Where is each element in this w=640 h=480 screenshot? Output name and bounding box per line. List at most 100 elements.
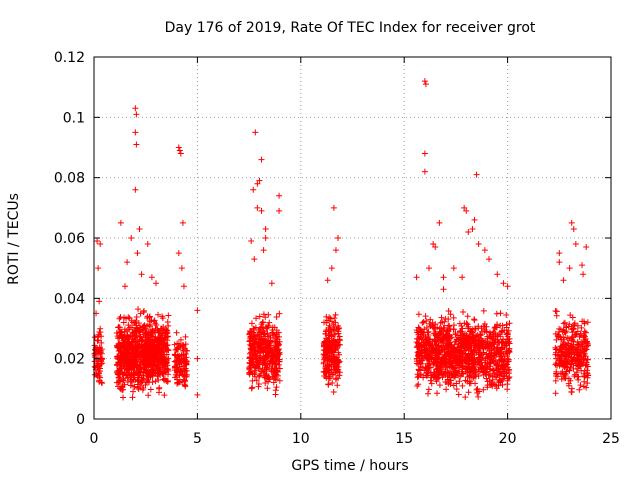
data-point [574, 350, 581, 357]
data-point [468, 351, 475, 358]
data-point [462, 336, 469, 343]
data-point [153, 348, 160, 355]
data-point [175, 379, 182, 386]
data-point [259, 324, 266, 331]
data-point [98, 356, 105, 363]
data-point [97, 374, 104, 381]
data-point [265, 311, 272, 318]
data-point [259, 347, 266, 354]
data-point [503, 331, 510, 338]
data-point [248, 320, 255, 327]
data-point [572, 345, 579, 352]
data-point [95, 265, 102, 272]
data-point [488, 357, 495, 364]
data-point [556, 250, 563, 257]
data-point [430, 241, 437, 248]
data-point [263, 325, 270, 332]
data-point [499, 381, 506, 388]
data-point [459, 274, 466, 281]
data-point [470, 365, 477, 372]
data-point [581, 328, 588, 335]
data-point [263, 364, 270, 371]
data-point [447, 311, 454, 318]
data-point [450, 364, 457, 371]
data-point [457, 340, 464, 347]
y-tick-label: 0.04 [54, 291, 85, 307]
data-point [450, 314, 457, 321]
data-point [416, 366, 423, 373]
data-point [434, 390, 441, 397]
data-point [130, 369, 137, 376]
x-tick-label: 15 [395, 431, 413, 447]
data-point [134, 376, 141, 383]
data-point [558, 336, 565, 343]
data-point [249, 377, 256, 384]
data-point [424, 355, 431, 362]
data-point [459, 382, 466, 389]
data-point [446, 323, 453, 330]
data-point [129, 394, 136, 401]
data-point [489, 366, 496, 373]
data-point [413, 358, 420, 365]
data-point [471, 216, 478, 223]
data-point [149, 378, 156, 385]
data-point [491, 359, 498, 366]
data-point [321, 342, 328, 349]
data-point [330, 389, 337, 396]
data-point [419, 319, 426, 326]
data-point [584, 380, 591, 387]
data-point [272, 335, 279, 342]
data-point [475, 341, 482, 348]
data-point [481, 247, 488, 254]
data-point [335, 323, 342, 330]
data-point [501, 342, 508, 349]
data-point [583, 244, 590, 251]
data-point [554, 373, 561, 380]
data-point [481, 357, 488, 364]
data-point [419, 364, 426, 371]
data-point [421, 78, 428, 85]
data-point [422, 364, 429, 371]
data-point [420, 319, 427, 326]
data-point [331, 337, 338, 344]
data-point [261, 355, 268, 362]
data-point [494, 339, 501, 346]
data-point [139, 376, 146, 383]
data-point [136, 225, 143, 232]
data-point [422, 313, 429, 320]
data-point [472, 373, 479, 380]
data-point [580, 271, 587, 278]
data-point [183, 373, 190, 380]
data-point [194, 355, 201, 362]
data-point [414, 382, 421, 389]
data-point [453, 380, 460, 387]
data-point [424, 360, 431, 367]
data-point [423, 345, 430, 352]
data-point [425, 356, 432, 363]
x-axis-label: GPS time / hours [291, 458, 408, 474]
data-point [178, 352, 185, 359]
data-point [91, 342, 98, 349]
data-point [578, 324, 585, 331]
data-point [175, 344, 182, 351]
data-point [561, 358, 568, 365]
data-point [153, 322, 160, 329]
data-point [120, 394, 127, 401]
data-point [460, 332, 467, 339]
data-point [91, 350, 98, 357]
data-point [480, 307, 487, 314]
data-point [116, 328, 123, 335]
data-point [176, 147, 183, 154]
data-point [572, 331, 579, 338]
data-point [567, 346, 574, 353]
data-point [328, 367, 335, 374]
data-point [575, 357, 582, 364]
y-axis-label: ROTI / TECUs [6, 193, 22, 285]
data-point [454, 349, 461, 356]
data-point [439, 355, 446, 362]
data-point [480, 346, 487, 353]
data-point [453, 362, 460, 369]
data-point [155, 338, 162, 345]
data-point [154, 373, 161, 380]
data-point [482, 326, 489, 333]
